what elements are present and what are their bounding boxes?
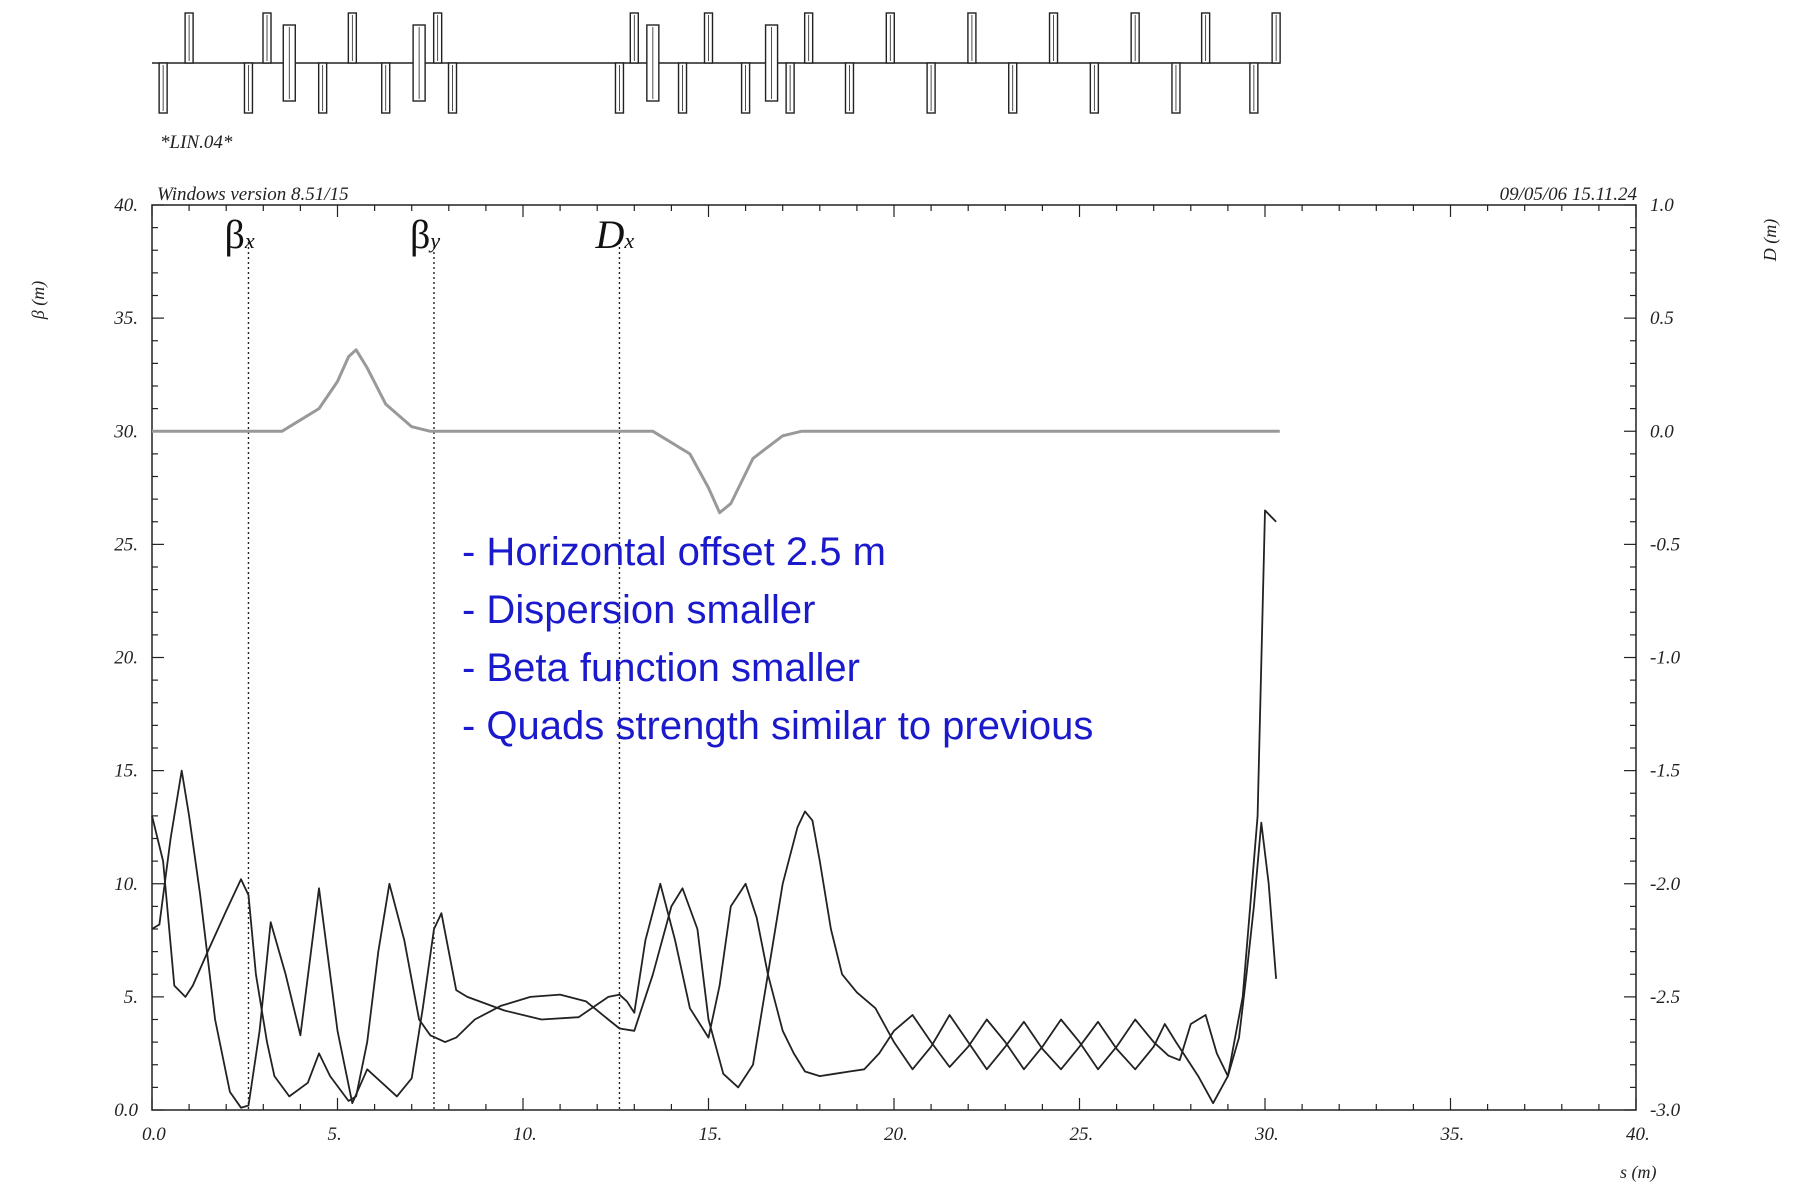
- y-tick-label: 35.: [113, 308, 138, 329]
- legend-marker-label: βx: [224, 212, 254, 257]
- note-line-4: - Quads strength similar to previous: [462, 704, 1093, 748]
- axis-ticks: [151, 204, 1637, 1111]
- x-tick-label: 10.: [513, 1124, 537, 1145]
- x-tick-label: 40.: [1626, 1124, 1650, 1145]
- y-tick-label: 5.: [124, 987, 138, 1008]
- y-tick-label: 0.0: [114, 1100, 138, 1121]
- note-line-2: - Dispersion smaller: [462, 588, 815, 632]
- y2-tick-label: 0.0: [1650, 421, 1674, 442]
- timestamp: 09/05/06 15.11.24: [1500, 184, 1638, 205]
- curve-Dx: [152, 348, 1280, 515]
- axis-tick-labels: 0.0 5. 10. 15. 20. 25. 30. 35. 40. 0.0 5. 10. 15. 20.…: [113, 195, 1680, 1145]
- y-tick-label: 10.: [114, 874, 138, 895]
- x-tick-label: 30.: [1254, 1124, 1279, 1145]
- plot-frame: [151, 204, 1637, 1111]
- optics-curves: [151, 348, 1280, 1109]
- x-axis-label: s (m): [1620, 1162, 1657, 1182]
- annotation-notes: - Horizontal offset 2.5 m - Dispersion s…: [462, 530, 1093, 748]
- curve-βx: [151, 509, 1277, 1105]
- legend-markers: βx βy Dx: [224, 212, 634, 1110]
- y2-tick-label: 1.0: [1650, 195, 1674, 216]
- y2-tick-label: -1.5: [1650, 761, 1680, 782]
- y2-tick-label: -3.0: [1650, 1100, 1681, 1121]
- x-tick-label: 5.: [328, 1124, 342, 1145]
- lattice-label: *LIN.04*: [160, 132, 233, 153]
- software-version: Windows version 8.51/15: [157, 184, 349, 205]
- y2-axis-label: D (m): [1760, 219, 1781, 263]
- x-tick-label: 20.: [884, 1124, 908, 1145]
- y2-tick-label: -2.5: [1650, 987, 1680, 1008]
- note-line-3: - Beta function smaller: [462, 646, 860, 690]
- legend-marker-label: Dx: [594, 212, 634, 257]
- lattice-strip: [152, 12, 1281, 114]
- y2-tick-label: -0.5: [1650, 534, 1680, 555]
- y-axis-label: β (m): [28, 281, 49, 320]
- curve-βy: [151, 769, 1277, 1109]
- y-tick-label: 25.: [114, 534, 138, 555]
- y-tick-label: 40.: [114, 195, 138, 216]
- legend-marker-label: βy: [410, 212, 440, 257]
- x-tick-label: 25.: [1070, 1124, 1094, 1145]
- y2-tick-label: -2.0: [1650, 874, 1681, 895]
- y-tick-label: 20.: [114, 648, 138, 669]
- x-tick-label: 35.: [1440, 1124, 1465, 1145]
- y-tick-label: 15.: [114, 761, 138, 782]
- y-tick-label: 30.: [113, 421, 138, 442]
- y2-tick-label: 0.5: [1650, 308, 1674, 329]
- y2-tick-label: -1.0: [1650, 648, 1681, 669]
- x-tick-label: 0.0: [142, 1124, 166, 1145]
- note-line-1: - Horizontal offset 2.5 m: [462, 530, 886, 574]
- x-tick-label: 15.: [699, 1124, 723, 1145]
